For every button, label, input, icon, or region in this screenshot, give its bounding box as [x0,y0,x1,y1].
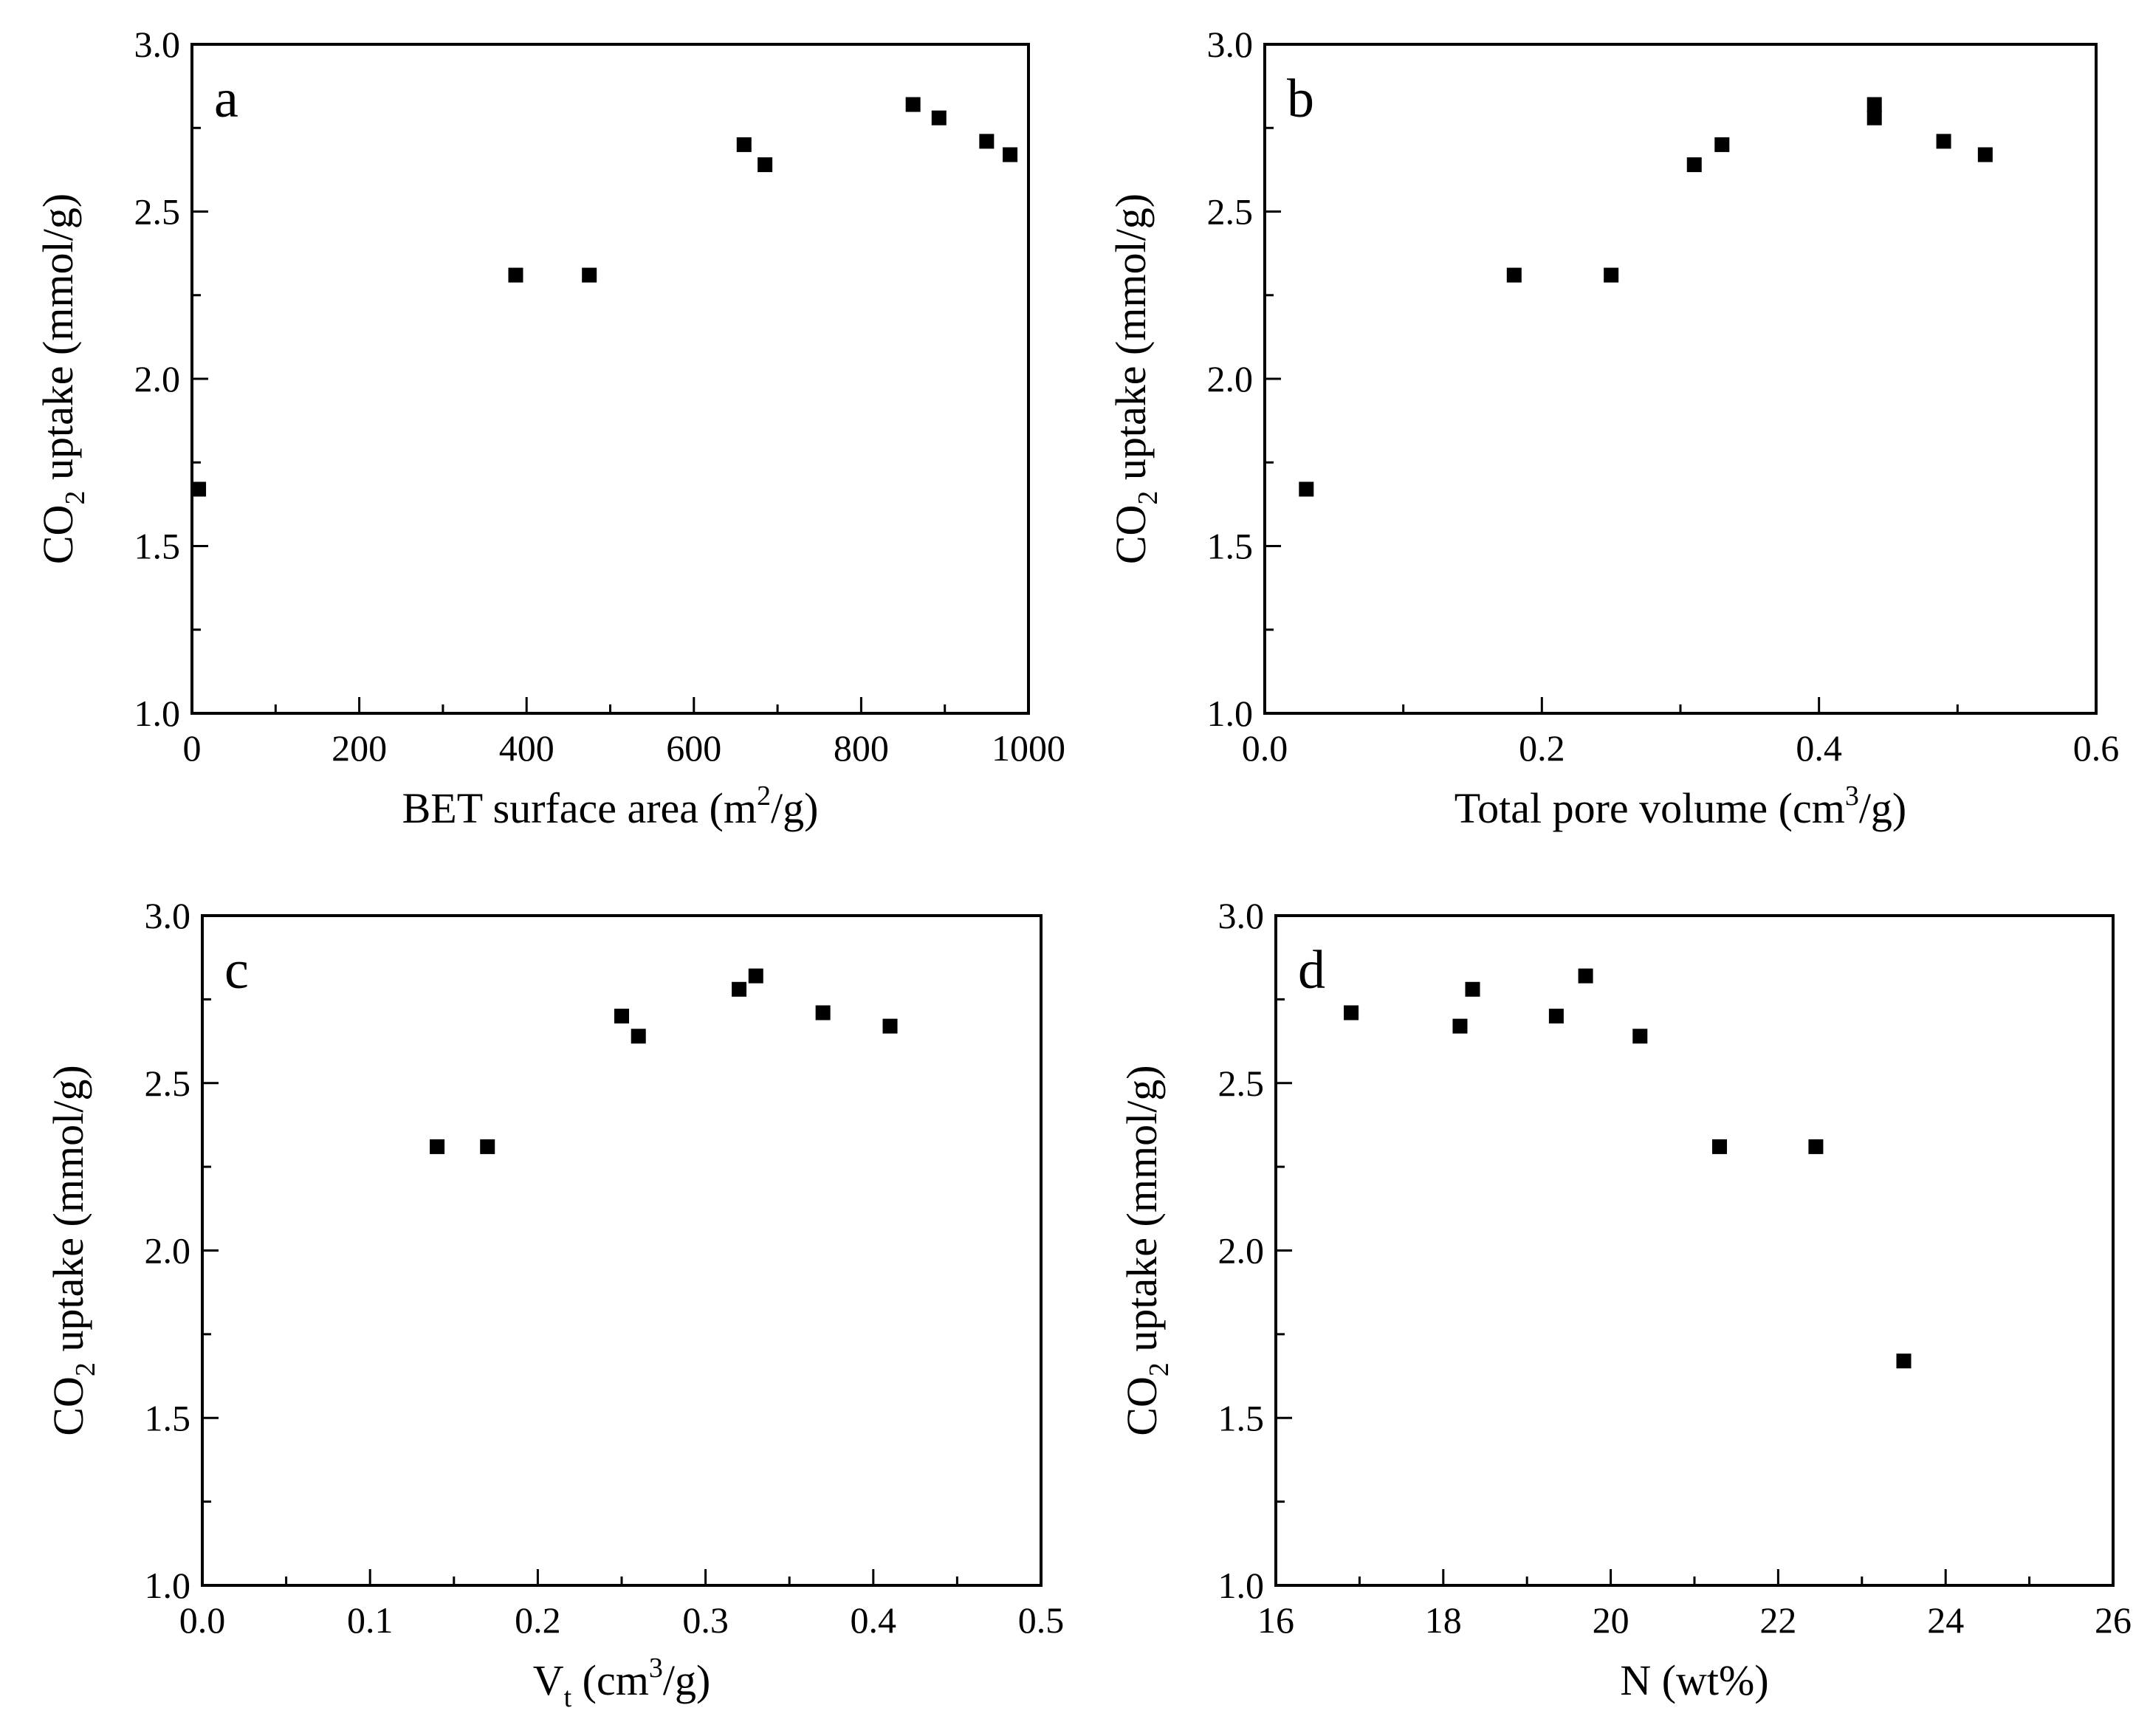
data-point [1866,110,1882,126]
data-point [1452,1018,1468,1034]
y-tick-label: 1.5 [145,1397,191,1438]
x-tick-label: 26 [2095,1599,2132,1641]
y-tick-label: 2.0 [134,358,181,399]
x-tick-label: 600 [666,727,721,769]
data-point [1632,1029,1648,1044]
y-axis-title: CO2 uptake (mmol/g) [34,193,91,564]
y-tick-label: 1.5 [1207,526,1254,567]
y-axis-title: CO2 uptake (mmol/g) [44,1065,101,1435]
data-point [1714,137,1730,152]
x-axis-title: Vt (cm3/g) [533,1653,711,1713]
x-axis-title: BET surface area (m2/g) [402,780,819,832]
plot-frame [190,43,1030,715]
data-point [430,1139,445,1154]
y-tick-label: 2.0 [1207,358,1254,399]
data-point [882,1018,898,1034]
data-point [931,110,947,126]
y-axis-title: CO2 uptake (mmol/g) [1107,193,1164,564]
y-tick-label: 1.5 [1218,1397,1265,1438]
data-point [508,267,523,283]
y-tick-label: 1.0 [1207,693,1254,734]
data-point [191,481,207,497]
panel-label: b [1287,69,1314,129]
data-point [1866,97,1882,112]
x-tick-label: 22 [1759,1599,1796,1641]
x-tick-label: 1000 [992,727,1065,769]
x-tick-label: 16 [1257,1599,1294,1641]
x-tick-label: 400 [499,727,554,769]
data-point [732,981,747,997]
x-tick-label: 20 [1593,1599,1629,1641]
y-tick-label: 2.0 [1218,1230,1265,1272]
data-point [1604,267,1619,283]
y-tick-label: 2.0 [145,1230,191,1272]
x-tick-label: 800 [834,727,889,769]
data-point [979,134,995,149]
data-point [758,157,773,173]
x-tick-label: 0.2 [515,1599,561,1641]
x-tick-label: 0.0 [1242,727,1288,769]
plot-frame [1274,914,2115,1587]
y-tick-label: 2.5 [1207,191,1254,233]
x-tick-label: 0.2 [1519,727,1565,769]
data-point [1712,1139,1728,1154]
x-axis-title: Total pore volume (cm3/g) [1454,780,1907,832]
data-point [1977,147,1993,162]
x-tick-label: 0.6 [2073,727,2120,769]
x-tick-label: 0.3 [682,1599,729,1641]
x-tick-label: 18 [1425,1599,1462,1641]
chart-panel-d: 16 18 20 22 24 26 1.0 1.5 2.0 2.5 3.0 d N (wt%) CO2 u… [1118,895,2132,1704]
y-tick-label: 3.0 [1207,24,1254,65]
x-tick-label: 0.1 [347,1599,394,1641]
panel-label: a [214,69,238,129]
y-tick-label: 3.0 [1218,895,1265,936]
y-tick-label: 2.5 [145,1063,191,1104]
data-point [748,968,763,984]
data-point [736,137,752,152]
y-tick-label: 3.0 [145,895,191,936]
data-point [614,1009,629,1024]
data-point [1578,968,1593,984]
y-tick-label: 1.0 [145,1565,191,1606]
y-tick-label: 2.5 [134,191,181,233]
y-tick-label: 1.0 [1218,1565,1265,1606]
data-point [631,1029,646,1044]
y-axis-title: CO2 uptake (mmol/g) [1118,1065,1175,1435]
x-tick-label: 0.0 [179,1599,226,1641]
x-tick-label: 0.4 [1796,727,1842,769]
y-tick-label: 1.5 [134,526,181,567]
data-point [1465,981,1480,997]
data-point [815,1005,831,1020]
x-tick-label: 0 [183,727,202,769]
data-point [582,267,597,283]
x-tick-label: 0.4 [851,1599,897,1641]
panel-label: d [1298,940,1325,1001]
chart-panel-a: 0 200 400 600 800 1000 1.0 1.5 2.0 2.5 3.0 a BET sur… [34,24,1065,832]
y-tick-label: 3.0 [134,24,181,65]
data-point [1506,267,1522,283]
data-point [905,97,921,112]
x-axis-title: N (wt%) [1620,1656,1768,1704]
x-tick-label: 0.5 [1018,1599,1065,1641]
data-point [1003,147,1018,162]
data-point [1548,1009,1564,1024]
data-point [1808,1139,1824,1154]
chart-panel-b: 0.0 0.2 0.4 0.6 1.0 1.5 2.0 2.5 3.0 b Total pore v… [1107,24,2119,832]
x-tick-label: 24 [1927,1599,1964,1641]
y-tick-label: 1.0 [134,693,181,734]
plot-frame [1263,43,2098,715]
panel-label: c [224,940,249,1001]
chart-panel-c: 0.0 0.1 0.2 0.3 0.4 0.5 1.0 1.5 2.0 2.5 3.0 c Vt (cm… [44,895,1064,1713]
data-point [480,1139,495,1154]
data-point [1686,157,1702,173]
data-point [1896,1354,1912,1369]
data-point [1299,481,1314,497]
y-tick-label: 2.5 [1218,1063,1265,1104]
x-tick-label: 200 [332,727,387,769]
data-point [1936,134,1951,149]
data-point [1344,1005,1359,1020]
